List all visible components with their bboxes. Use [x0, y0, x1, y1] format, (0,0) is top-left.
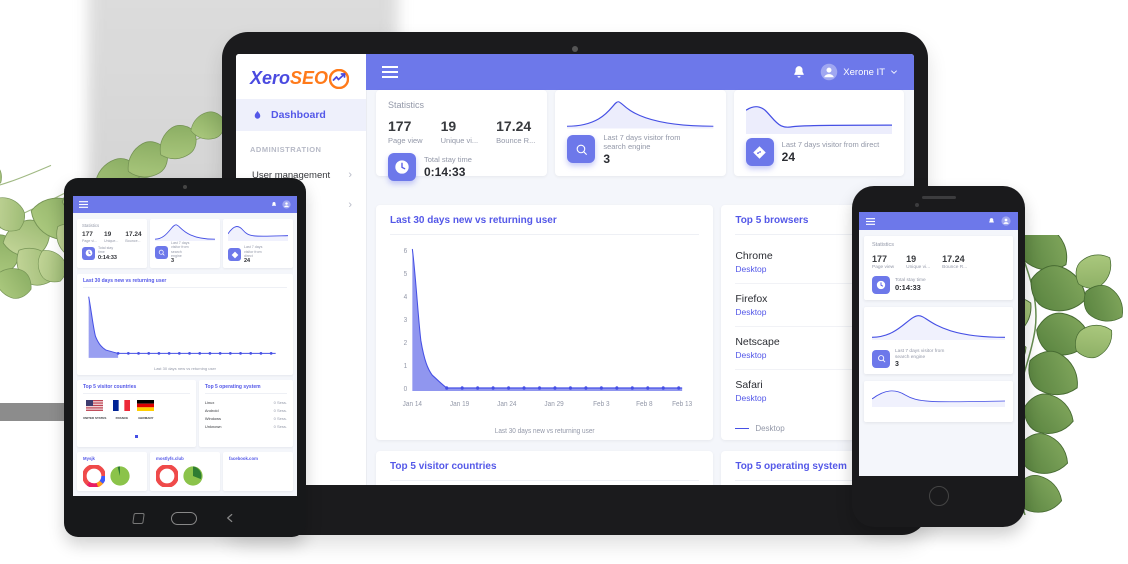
svg-text:Feb 3: Feb 3 [593, 401, 610, 409]
svg-text:4: 4 [404, 294, 408, 302]
svg-text:0: 0 [404, 386, 408, 394]
svg-text:Feb 8: Feb 8 [636, 401, 653, 409]
svg-text:Jan 29: Jan 29 [544, 401, 563, 409]
svg-text:Jan 24: Jan 24 [497, 401, 516, 409]
svg-text:2: 2 [404, 340, 408, 348]
svg-text:Jan 19: Jan 19 [450, 401, 469, 409]
svg-text:1: 1 [404, 363, 408, 371]
svg-text:3: 3 [404, 317, 408, 325]
svg-text:Feb 13: Feb 13 [672, 401, 692, 409]
svg-text:Last 30 days new vs returning: Last 30 days new vs returning user [495, 428, 595, 436]
svg-text:Jan 14: Jan 14 [403, 401, 422, 409]
svg-text:5: 5 [404, 271, 408, 279]
svg-text:6: 6 [404, 248, 408, 256]
